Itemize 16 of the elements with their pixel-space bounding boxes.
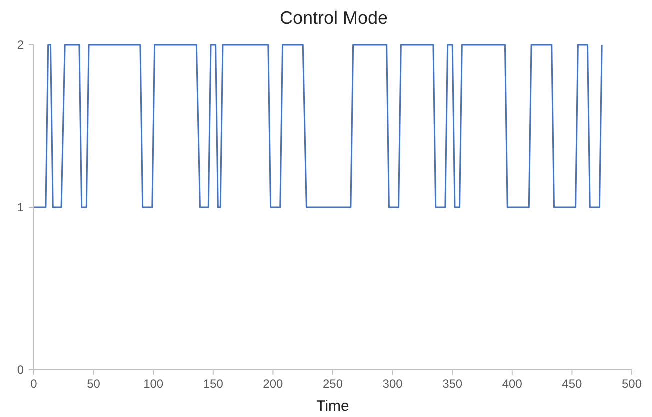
x-tick-label: 0 [30, 377, 38, 391]
x-tick-label: 300 [382, 377, 404, 391]
y-tick-label: 1 [17, 200, 24, 214]
y-tick-label: 2 [17, 38, 24, 52]
x-tick-label: 350 [442, 377, 463, 391]
x-tick-label: 200 [263, 377, 284, 391]
x-tick-label: 100 [144, 377, 164, 391]
x-axis-title: Time [316, 398, 350, 415]
y-tick-label: 0 [17, 363, 24, 377]
x-tick-label: 250 [322, 377, 344, 391]
x-tick-label: 400 [502, 377, 523, 391]
x-tick-label: 500 [622, 377, 642, 391]
x-tick-label: 50 [87, 377, 101, 391]
chart-title: Control Mode [280, 8, 388, 28]
x-tick-label: 450 [562, 377, 583, 391]
x-tick-label: 150 [203, 377, 224, 391]
